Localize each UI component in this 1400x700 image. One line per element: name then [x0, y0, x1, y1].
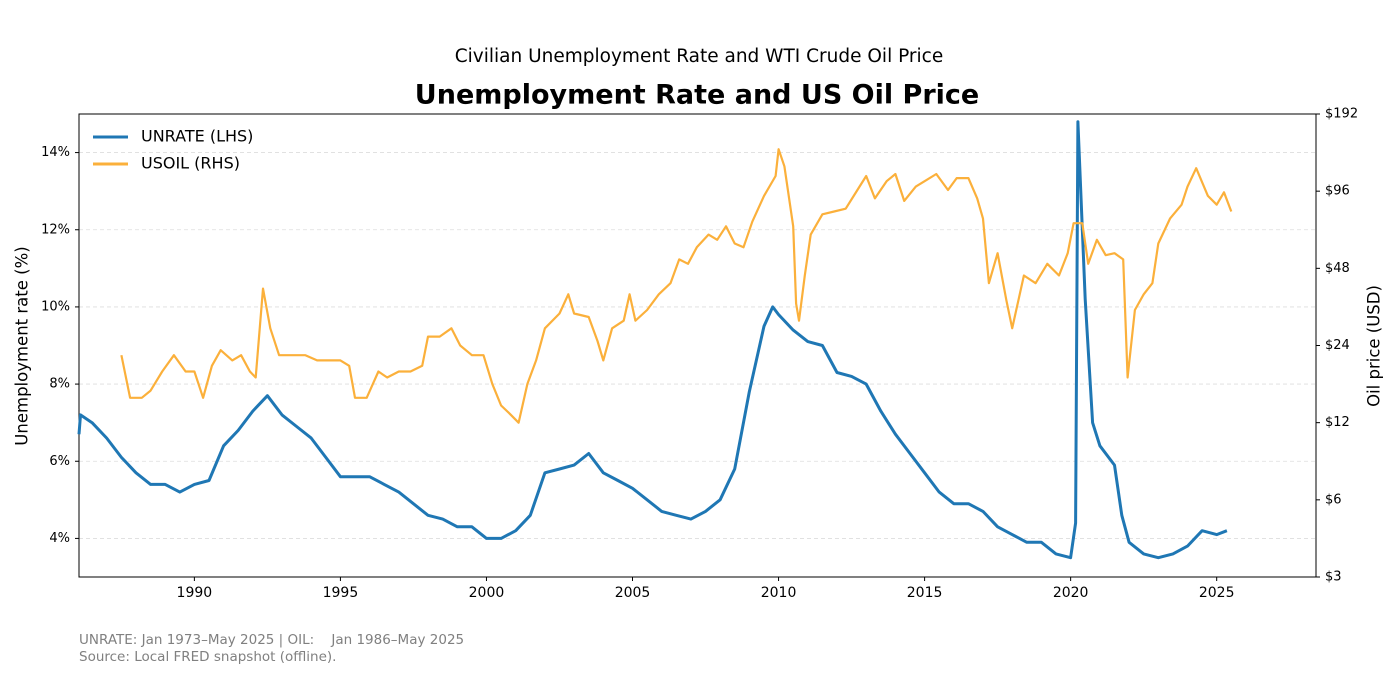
series-line: [77, 120, 1228, 560]
y2-tick-label: $96: [1325, 184, 1350, 199]
y2-tick-label: $192: [1325, 107, 1358, 122]
y-tick-label: 8%: [49, 377, 70, 392]
y2-tick-label: $6: [1325, 492, 1342, 507]
y-tick-label: 6%: [49, 454, 70, 469]
y-tick-label: 14%: [41, 145, 70, 160]
chart-suptitle: Civilian Unemployment Rate and WTI Crude…: [455, 46, 943, 67]
series-line: [120, 148, 1233, 424]
legend-label: UNRATE (LHS): [141, 127, 253, 146]
x-tick-label: 2015: [907, 585, 943, 601]
footnote: Source: Local FRED snapshot (offline).: [79, 649, 336, 665]
y-tick-label: 4%: [49, 531, 70, 546]
x-tick-label: 2000: [469, 585, 505, 601]
x-tick-label: 2020: [1053, 585, 1089, 601]
legend-label: USOIL (RHS): [141, 154, 240, 173]
x-tick-label: 2010: [761, 585, 797, 601]
x-tick-label: 1990: [177, 585, 213, 601]
y-tick-label: 10%: [41, 299, 70, 314]
y2-tick-label: $24: [1325, 338, 1350, 353]
x-tick-label: 1995: [323, 585, 359, 601]
plot-frame: [78, 113, 1317, 578]
x-tick-label: 2025: [1199, 585, 1235, 601]
y2-tick-label: $48: [1325, 261, 1350, 276]
y-axis-label: Unemployment rate (%): [13, 246, 32, 445]
footnote: UNRATE: Jan 1973–May 2025 | OIL: Jan 198…: [79, 632, 464, 648]
x-tick-label: 2005: [615, 585, 651, 601]
chart-title: Unemployment Rate and US Oil Price: [415, 80, 979, 111]
y2-tick-label: $3: [1325, 570, 1342, 585]
y2-tick-label: $12: [1325, 415, 1350, 430]
y-tick-label: 12%: [41, 222, 70, 237]
y2-axis-label: Oil price (USD): [1365, 285, 1384, 407]
